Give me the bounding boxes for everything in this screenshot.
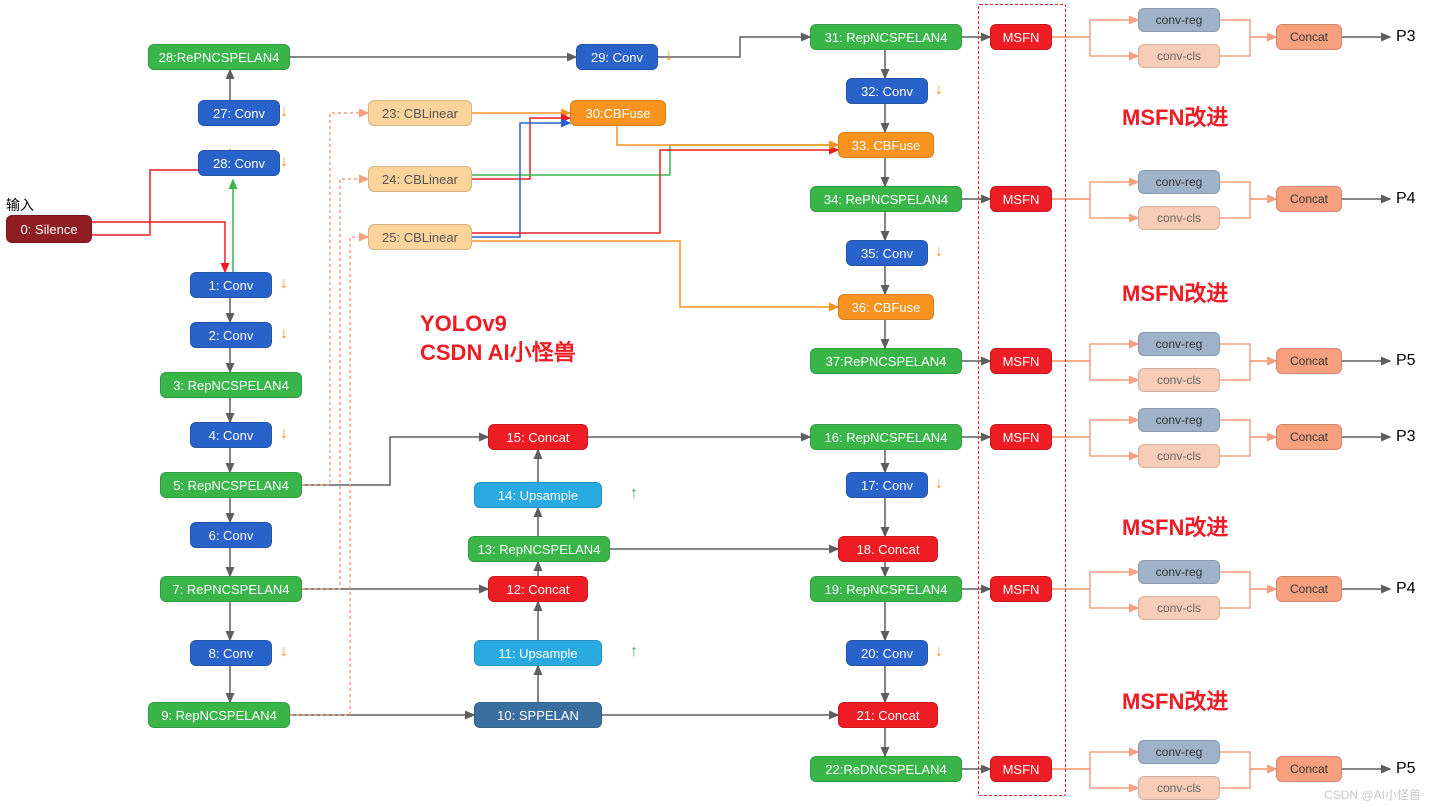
node-n34: 34: RePNCSPELAN4 — [810, 186, 962, 212]
output-label-5: P5 — [1396, 760, 1416, 778]
node-msfn3: MSFN — [990, 348, 1052, 374]
node-n35: 35: Conv — [846, 240, 928, 266]
head-concat-5: Concat — [1276, 756, 1342, 782]
node-n27: 27: Conv — [198, 100, 280, 126]
head-concat-1: Concat — [1276, 186, 1342, 212]
node-n32: 32: Conv — [846, 78, 928, 104]
node-n17: 17: Conv — [846, 472, 928, 498]
output-label-0: P3 — [1396, 28, 1416, 46]
node-n29: 29: Conv — [576, 44, 658, 70]
head-cls-5: conv-cls — [1138, 776, 1220, 800]
node-n18: 18. Concat — [838, 536, 938, 562]
down-arrow-icon: ↓ — [280, 153, 288, 171]
node-n5: 5: RepNCSPELAN4 — [160, 472, 302, 498]
node-msfn6: MSFN — [990, 756, 1052, 782]
node-msfn1: MSFN — [990, 24, 1052, 50]
down-arrow-icon: ↓ — [935, 81, 943, 99]
node-n21: 21: Concat — [838, 702, 938, 728]
down-arrow-icon: ↓ — [665, 47, 673, 65]
node-n4: 4: Conv — [190, 422, 272, 448]
node-n11: 11: Upsample — [474, 640, 602, 666]
output-label-4: P4 — [1396, 580, 1416, 598]
node-n33: 33. CBFuse — [838, 132, 934, 158]
output-label-1: P4 — [1396, 190, 1416, 208]
node-n3: 3: RepNCSPELAN4 — [160, 372, 302, 398]
head-cls-4: conv-cls — [1138, 596, 1220, 620]
node-n19: 19: RepNCSPELAN4 — [810, 576, 962, 602]
head-cls-2: conv-cls — [1138, 368, 1220, 392]
node-n24: 24: CBLinear — [368, 166, 472, 192]
head-reg-0: conv-reg — [1138, 8, 1220, 32]
node-n16: 16: RepNCSPELAN4 — [810, 424, 962, 450]
msfn-improve-label-2: MSFN改进 — [1122, 510, 1228, 542]
head-reg-3: conv-reg — [1138, 408, 1220, 432]
node-n15: 15: Concat — [488, 424, 588, 450]
head-concat-2: Concat — [1276, 348, 1342, 374]
output-label-2: P5 — [1396, 352, 1416, 370]
node-n10: 10: SPPELAN — [474, 702, 602, 728]
node-n13: 13: RepNCSPELAN4 — [468, 536, 610, 562]
node-n6: 6: Conv — [190, 522, 272, 548]
node-n8: 8: Conv — [190, 640, 272, 666]
down-arrow-icon: ↓ — [280, 103, 288, 121]
node-n7: 7: RePNCSPELAN4 — [160, 576, 302, 602]
head-concat-3: Concat — [1276, 424, 1342, 450]
up-arrow-icon: ↑ — [630, 485, 638, 503]
head-reg-2: conv-reg — [1138, 332, 1220, 356]
node-n28top: 28:RePNCSPELAN4 — [148, 44, 290, 70]
node-n28: 28: Conv — [198, 150, 280, 176]
up-arrow-icon: ↑ — [630, 643, 638, 661]
node-msfn5: MSFN — [990, 576, 1052, 602]
node-silence: 0: Silence — [6, 215, 92, 243]
node-msfn4: MSFN — [990, 424, 1052, 450]
head-cls-0: conv-cls — [1138, 44, 1220, 68]
node-n9: 9: RepNCSPELAN4 — [148, 702, 290, 728]
down-arrow-icon: ↓ — [280, 275, 288, 293]
head-concat-0: Concat — [1276, 24, 1342, 50]
head-cls-1: conv-cls — [1138, 206, 1220, 230]
down-arrow-icon: ↓ — [280, 325, 288, 343]
title-line2: CSDN AI小怪兽 — [420, 339, 576, 368]
down-arrow-icon: ↓ — [935, 643, 943, 661]
node-n20: 20: Conv — [846, 640, 928, 666]
down-arrow-icon: ↓ — [280, 425, 288, 443]
node-n31: 31: RepNCSPELAN4 — [810, 24, 962, 50]
node-n12: 12: Concat — [488, 576, 588, 602]
node-n36: 36: CBFuse — [838, 294, 934, 320]
title-line1: YOLOv9 — [420, 310, 576, 339]
head-reg-1: conv-reg — [1138, 170, 1220, 194]
watermark: CSDN @AI小怪兽 — [1324, 786, 1421, 803]
down-arrow-icon: ↓ — [280, 643, 288, 661]
node-n22: 22:ReDNCSPELAN4 — [810, 756, 962, 782]
down-arrow-icon: ↓ — [935, 475, 943, 493]
node-n2: 2: Conv — [190, 322, 272, 348]
node-n1: 1: Conv — [190, 272, 272, 298]
node-n30: 30:CBFuse — [570, 100, 666, 126]
node-n23: 23: CBLinear — [368, 100, 472, 126]
down-arrow-icon: ↓ — [935, 243, 943, 261]
head-concat-4: Concat — [1276, 576, 1342, 602]
head-reg-4: conv-reg — [1138, 560, 1220, 584]
input-label: 输入 — [6, 195, 34, 215]
diagram-title: YOLOv9 CSDN AI小怪兽 — [420, 310, 576, 367]
node-n37: 37:RePNCSPELAN4 — [810, 348, 962, 374]
msfn-improve-label-0: MSFN改进 — [1122, 100, 1228, 132]
node-n25: 25: CBLinear — [368, 224, 472, 250]
msfn-improve-label-1: MSFN改进 — [1122, 276, 1228, 308]
node-msfn2: MSFN — [990, 186, 1052, 212]
msfn-dashed-region — [978, 4, 1066, 796]
head-cls-3: conv-cls — [1138, 444, 1220, 468]
head-reg-5: conv-reg — [1138, 740, 1220, 764]
msfn-improve-label-3: MSFN改进 — [1122, 684, 1228, 716]
output-label-3: P3 — [1396, 428, 1416, 446]
node-n14: 14: Upsample — [474, 482, 602, 508]
